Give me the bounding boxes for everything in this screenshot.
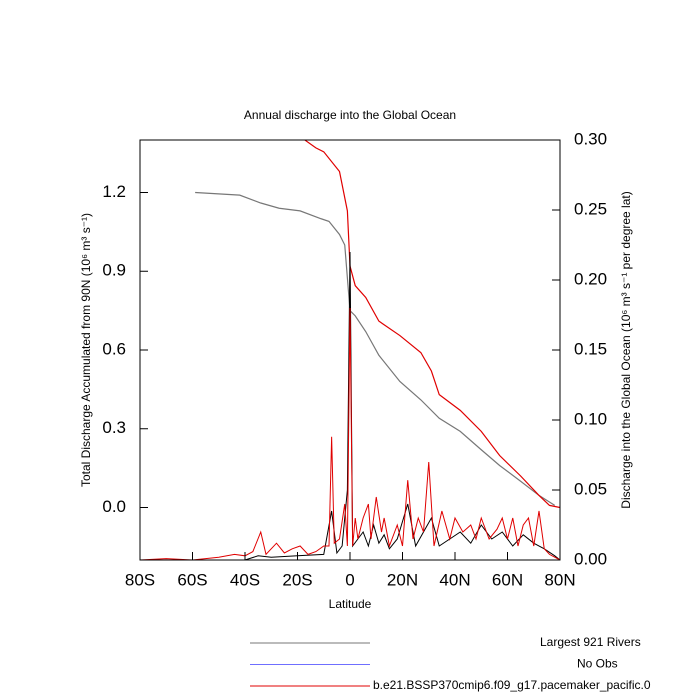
y2-tick-label: 0.20: [574, 269, 607, 288]
x-tick-label: 40S: [230, 570, 260, 589]
y2-tick-label: 0.15: [574, 339, 607, 358]
legend-label: No Obs: [577, 657, 618, 671]
plot-area: [140, 140, 560, 560]
series-line: [140, 307, 560, 560]
x-axis-label: Latitude: [329, 597, 372, 611]
x-tick-label: 0: [345, 570, 354, 589]
y2-axis-label: Discharge into the Global Ocean (10⁶ m³ …: [619, 191, 633, 508]
series-line: [303, 140, 560, 509]
y2-tick-label: 0.25: [574, 199, 607, 218]
x-tick-label: 60N: [492, 570, 523, 589]
x-tick-label: 80S: [125, 570, 155, 589]
y2-tick-label: 0.00: [574, 549, 607, 568]
x-tick-label: 20N: [387, 570, 418, 589]
legend-label: Largest 921 Rivers: [540, 635, 641, 649]
y-tick-label: 0.3: [102, 418, 126, 437]
y2-tick-label: 0.30: [574, 129, 607, 148]
x-tick-label: 20S: [282, 570, 312, 589]
legend-label: b.e21.BSSP370cmip6.f09_g17.pacemaker_pac…: [373, 678, 651, 692]
y-tick-label: 1.2: [102, 182, 126, 201]
y2-tick-label: 0.05: [574, 479, 607, 498]
y-axis-label: Total Discharge Accumulated from 90N (10…: [79, 213, 93, 487]
x-tick-label: 80N: [544, 570, 575, 589]
chart-title: Annual discharge into the Global Ocean: [244, 108, 456, 122]
x-tick-label: 60S: [177, 570, 207, 589]
y-tick-label: 0.0: [102, 497, 126, 516]
y-tick-label: 0.9: [102, 261, 126, 280]
series-line: [140, 251, 560, 560]
y-tick-label: 0.6: [102, 339, 126, 358]
x-tick-label: 40N: [439, 570, 470, 589]
y2-tick-label: 0.10: [574, 409, 607, 428]
series-line: [195, 191, 556, 506]
